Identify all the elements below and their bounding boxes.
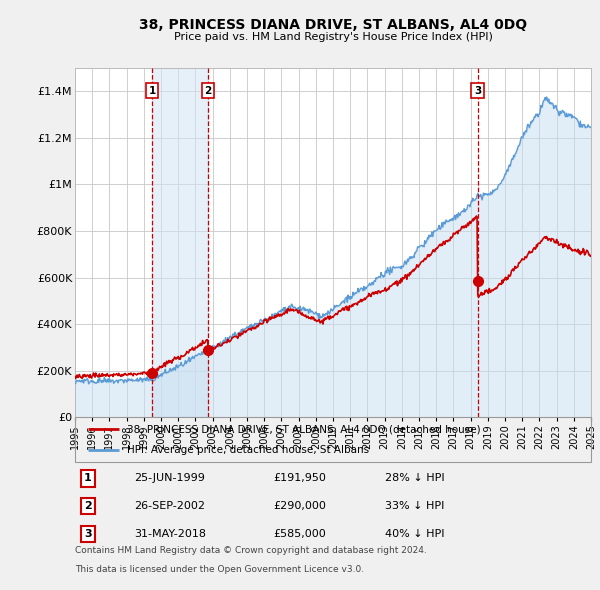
- Text: 25-JUN-1999: 25-JUN-1999: [134, 473, 205, 483]
- Text: 3: 3: [474, 86, 481, 96]
- Text: 38, PRINCESS DIANA DRIVE, ST ALBANS, AL4 0DQ: 38, PRINCESS DIANA DRIVE, ST ALBANS, AL4…: [139, 18, 527, 32]
- Text: £290,000: £290,000: [274, 501, 326, 511]
- Text: HPI: Average price, detached house, St Albans: HPI: Average price, detached house, St A…: [127, 445, 369, 455]
- Text: 28% ↓ HPI: 28% ↓ HPI: [385, 473, 444, 483]
- Text: 31-MAY-2018: 31-MAY-2018: [134, 529, 206, 539]
- Text: 26-SEP-2002: 26-SEP-2002: [134, 501, 205, 511]
- Text: 38, PRINCESS DIANA DRIVE, ST ALBANS, AL4 0DQ (detached house): 38, PRINCESS DIANA DRIVE, ST ALBANS, AL4…: [127, 424, 480, 434]
- Text: 33% ↓ HPI: 33% ↓ HPI: [385, 501, 444, 511]
- Text: 1: 1: [84, 473, 92, 483]
- Text: 1: 1: [149, 86, 156, 96]
- Text: £585,000: £585,000: [274, 529, 326, 539]
- Text: This data is licensed under the Open Government Licence v3.0.: This data is licensed under the Open Gov…: [75, 565, 364, 574]
- Text: 2: 2: [84, 501, 92, 511]
- Text: £191,950: £191,950: [274, 473, 326, 483]
- Bar: [152, 68, 208, 417]
- Text: 40% ↓ HPI: 40% ↓ HPI: [385, 529, 444, 539]
- Text: 2: 2: [205, 86, 212, 96]
- Text: Contains HM Land Registry data © Crown copyright and database right 2024.: Contains HM Land Registry data © Crown c…: [75, 546, 427, 555]
- Text: Price paid vs. HM Land Registry's House Price Index (HPI): Price paid vs. HM Land Registry's House …: [173, 32, 493, 42]
- Text: 3: 3: [84, 529, 92, 539]
